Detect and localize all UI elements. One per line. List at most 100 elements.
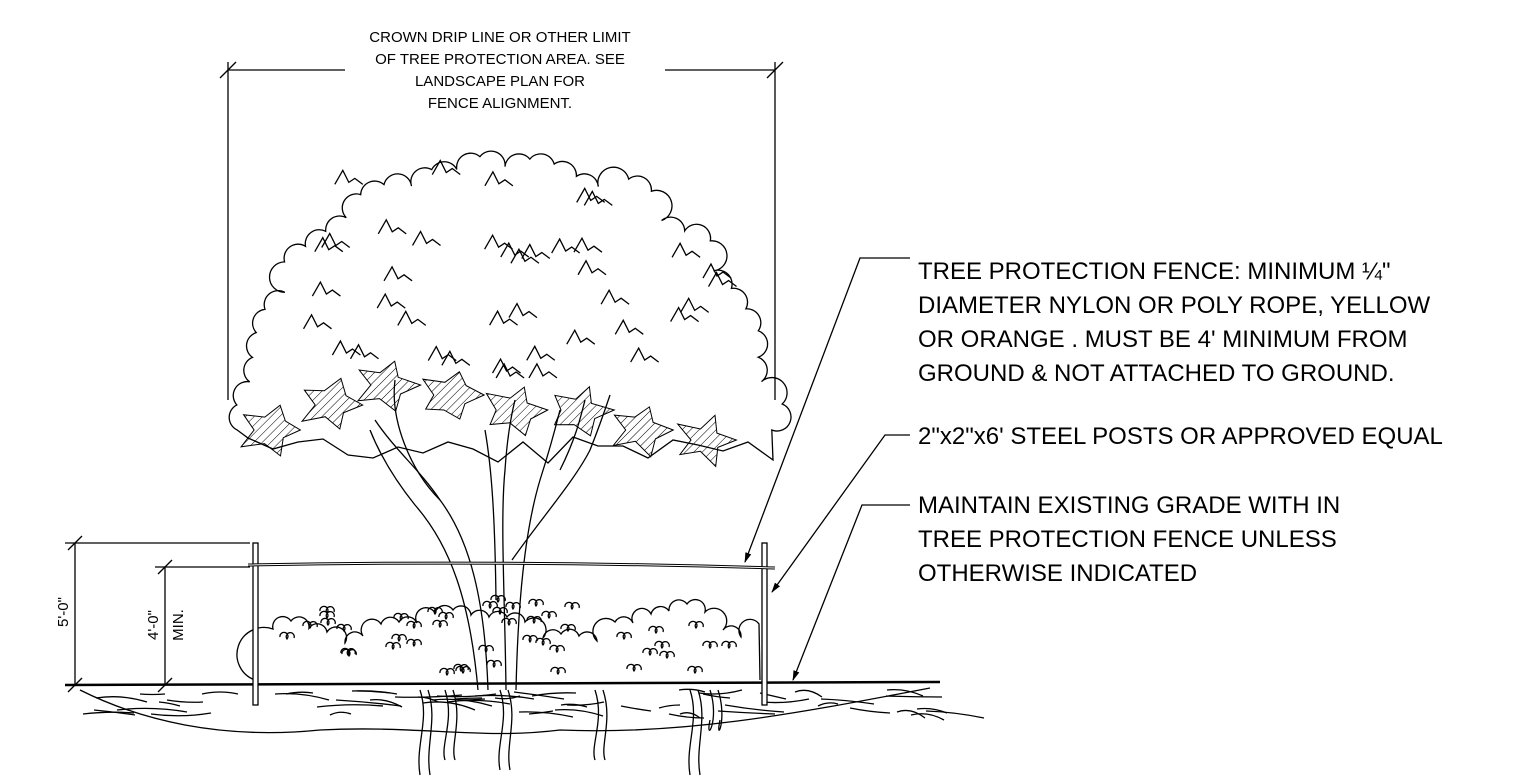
shrub-detail <box>523 635 537 642</box>
leaf-stroke <box>578 261 606 275</box>
leader <box>772 435 910 592</box>
callout-notes: TREE PROTECTION FENCE: MINIMUM ¼" DIAMET… <box>918 258 1443 587</box>
leaf-stroke <box>304 315 332 329</box>
leaf-stroke <box>312 282 340 296</box>
leaf-stroke <box>681 298 709 312</box>
branch <box>375 420 488 690</box>
shrub-detail <box>487 660 501 667</box>
root <box>795 690 822 697</box>
leaf-stroke <box>378 220 406 234</box>
tap-root <box>444 690 457 760</box>
root <box>159 702 180 706</box>
leaf-stroke <box>672 243 700 257</box>
callout-leaders <box>745 258 910 680</box>
shrub-outline <box>237 600 760 680</box>
leaf-stroke <box>398 311 426 325</box>
root <box>151 713 211 716</box>
callout-line: DIAMETER NYLON OR POLY ROPE, YELLOW <box>918 292 1430 319</box>
leaf-stroke <box>315 238 343 252</box>
tap-root <box>689 690 702 775</box>
tap-root <box>594 690 607 760</box>
leader <box>745 258 910 562</box>
leaf-stroke <box>351 345 379 359</box>
shrub-detail <box>649 626 663 633</box>
shrub-detail <box>689 621 703 628</box>
roots <box>80 688 984 775</box>
leaf-mass <box>678 415 737 466</box>
shrub-detail <box>407 639 421 646</box>
shrub-detail <box>439 612 453 619</box>
root <box>699 690 742 694</box>
root <box>140 694 165 695</box>
root <box>275 694 329 700</box>
root <box>703 694 730 698</box>
shrub-detail <box>386 642 400 649</box>
shrubs <box>237 595 760 680</box>
shrub-detail <box>617 632 631 639</box>
root <box>718 711 775 714</box>
dim-qualifier: MIN. <box>170 609 187 641</box>
root <box>202 692 238 694</box>
ground-line <box>65 682 940 685</box>
leaf-mass <box>613 407 673 457</box>
leaf-stroke <box>490 311 518 325</box>
shrub-detail <box>280 632 294 639</box>
tree-crown <box>229 151 791 466</box>
note-line: CROWN DRIP LINE OR OTHER LIMIT <box>369 29 630 46</box>
shrub-detail <box>703 641 717 648</box>
leaf-stroke <box>567 330 595 344</box>
leaf-stroke <box>527 346 555 360</box>
note-line: LANDSCAPE PLAN FOR <box>415 73 585 90</box>
leaf-stroke <box>384 267 412 281</box>
branch <box>516 410 560 690</box>
shrub-detail <box>722 641 736 648</box>
leaf-mass <box>555 387 615 436</box>
root <box>911 714 944 720</box>
leaf-stroke <box>496 364 524 378</box>
detail-drawing: CROWN DRIP LINE OR OTHER LIMIT OF TREE P… <box>0 0 1520 781</box>
leaf-mass <box>241 405 300 456</box>
crown-dimension <box>220 62 783 400</box>
shrub-detail <box>506 602 520 609</box>
shrub-detail <box>627 664 641 671</box>
note-line: OF TREE PROTECTION AREA. SEE <box>375 51 625 68</box>
leaf-stroke <box>601 290 629 304</box>
root <box>850 708 890 713</box>
root <box>679 689 705 692</box>
shrub-detail <box>433 620 447 627</box>
shrub-detail <box>321 618 335 625</box>
callout-line: 2"x2"x6' STEEL POSTS OR APPROVED EQUAL <box>918 423 1443 450</box>
root <box>330 712 351 715</box>
leaf-stroke <box>631 348 659 362</box>
branch <box>503 400 515 690</box>
callout-line: OR ORANGE . MUST BE 4' MINIMUM FROM <box>918 326 1408 353</box>
height-dimensions: 5'-0" 4'-0" MIN. <box>55 536 250 692</box>
shrub-detail <box>483 601 497 608</box>
branch <box>370 430 478 690</box>
root <box>532 693 576 696</box>
callout-line: TREE PROTECTION FENCE: MINIMUM ¼" <box>918 258 1391 285</box>
leaf-stroke <box>413 231 441 245</box>
shrub-detail <box>303 621 317 628</box>
leaf-stroke <box>615 320 643 334</box>
leaf-stroke <box>485 172 513 186</box>
leaf-stroke <box>485 235 513 249</box>
leaf-mass <box>423 372 484 419</box>
leaf-mass <box>302 378 363 429</box>
leaf-stroke <box>428 347 456 361</box>
leaf-mass <box>486 387 547 435</box>
shrub-detail <box>550 645 564 652</box>
shrub-detail <box>536 638 550 645</box>
dim-label: 5'-0" <box>55 597 72 627</box>
trunk <box>370 380 610 690</box>
root <box>352 691 397 694</box>
root <box>926 711 984 718</box>
shrub-detail <box>493 607 507 614</box>
root <box>460 699 485 700</box>
leaf-stroke <box>574 238 602 252</box>
root <box>621 706 651 711</box>
dim-label: 4'-0" <box>145 610 162 640</box>
leaf-stroke <box>377 294 405 308</box>
leaf-stroke <box>584 191 612 205</box>
callout-line: MAINTAIN EXISTING GRADE WITH IN <box>918 492 1340 519</box>
